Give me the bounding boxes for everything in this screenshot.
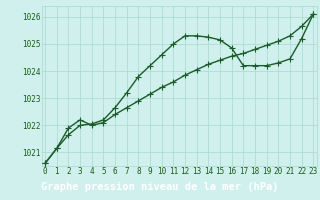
Text: Graphe pression niveau de la mer (hPa): Graphe pression niveau de la mer (hPa)	[41, 182, 279, 192]
